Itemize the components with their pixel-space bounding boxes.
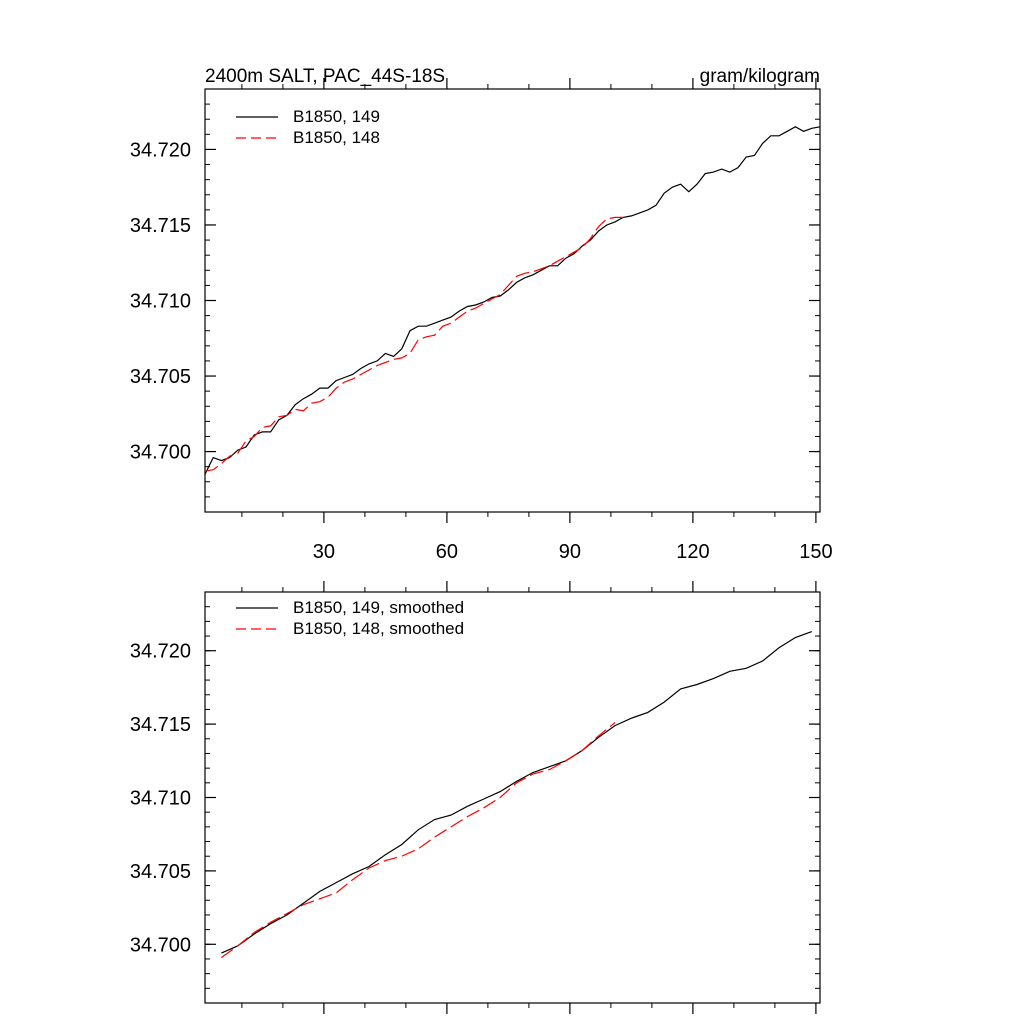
series-line-2 <box>221 722 616 958</box>
legend-label-2: B1850, 148, smoothed <box>293 619 464 638</box>
y-tick-label: 34.720 <box>130 139 191 161</box>
y-tick-label: 34.705 <box>130 861 191 883</box>
x-tick-label: 90 <box>559 541 581 563</box>
x-tick-label: 150 <box>799 541 832 563</box>
top-panel-frame <box>204 88 821 513</box>
bottom-panel: 34.700 34.705 34.710 34.715 34.720 B1850, 149… <box>130 581 821 1014</box>
x-tick-label: 120 <box>676 541 709 563</box>
y-tick-label: 34.715 <box>130 714 191 736</box>
x-tick-label: 30 <box>313 541 335 563</box>
y-tick-label: 34.720 <box>130 641 191 663</box>
y-tick-label: 34.700 <box>130 934 191 956</box>
top-panel-units: gram/kilogram <box>700 66 820 87</box>
legend-label-1: B1850, 149, smoothed <box>293 598 464 617</box>
y-tick-label: 34.710 <box>130 788 191 810</box>
series-line-1 <box>204 126 821 475</box>
legend-label-1: B1850, 149 <box>293 107 380 126</box>
series-line-1 <box>221 631 813 954</box>
bottom-panel-frame <box>204 591 821 1004</box>
y-tick-label: 34.710 <box>130 291 191 313</box>
top-panel-title: 2400m SALT, PAC_44S-18S <box>205 66 445 87</box>
y-tick-label: 34.700 <box>130 442 191 464</box>
x-tick-label: 60 <box>436 541 458 563</box>
series-line-2 <box>204 216 624 472</box>
top-panel: 2400m SALT, PAC_44S-18S gram/kilogram 34… <box>130 66 833 563</box>
legend-label-2: B1850, 148 <box>293 128 380 147</box>
y-tick-label: 34.705 <box>130 366 191 388</box>
y-tick-label: 34.715 <box>130 215 191 237</box>
